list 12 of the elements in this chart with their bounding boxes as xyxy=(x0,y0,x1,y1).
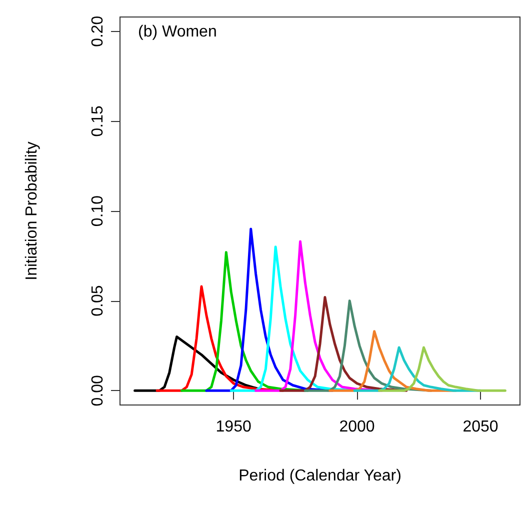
y-tick-label: 0.10 xyxy=(90,195,106,227)
y-tick-label: 0.20 xyxy=(90,16,106,47)
line-series xyxy=(378,346,506,392)
y-tick-label: 0.05 xyxy=(90,285,106,316)
x-tick-label: 2050 xyxy=(462,418,498,436)
y-tick-label: 0.00 xyxy=(90,374,106,406)
x-tick-label: 1950 xyxy=(216,418,252,436)
y-tick-label: 0.15 xyxy=(90,106,106,137)
y-axis-title: Initiation Probability xyxy=(24,142,40,280)
x-axis-title: Period (Calendar Year) xyxy=(238,468,402,484)
annotation: (b) Women xyxy=(138,24,217,40)
x-tick-label: 2000 xyxy=(339,418,375,436)
